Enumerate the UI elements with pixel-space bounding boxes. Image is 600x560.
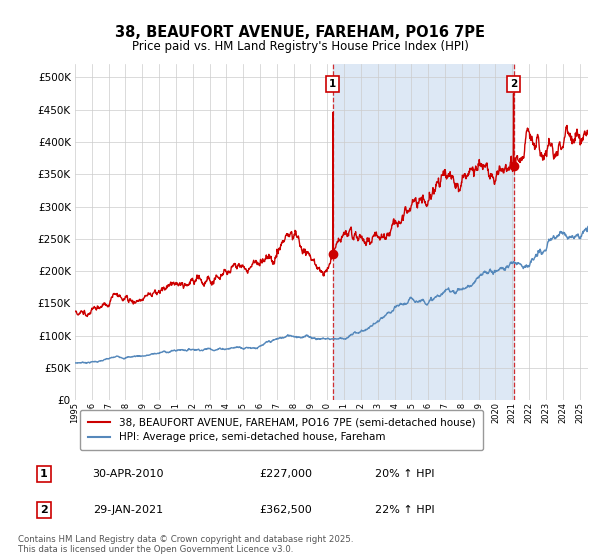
Text: Contains HM Land Registry data © Crown copyright and database right 2025.
This d: Contains HM Land Registry data © Crown c…	[18, 535, 353, 554]
Text: 2: 2	[510, 79, 517, 89]
Legend: 38, BEAUFORT AVENUE, FAREHAM, PO16 7PE (semi-detached house), HPI: Average price: 38, BEAUFORT AVENUE, FAREHAM, PO16 7PE (…	[80, 410, 482, 450]
Text: 20% ↑ HPI: 20% ↑ HPI	[375, 469, 434, 479]
Text: 38, BEAUFORT AVENUE, FAREHAM, PO16 7PE: 38, BEAUFORT AVENUE, FAREHAM, PO16 7PE	[115, 25, 485, 40]
Text: 1: 1	[329, 79, 337, 89]
Bar	[333, 64, 514, 400]
Text: 2: 2	[40, 505, 47, 515]
Text: 22% ↑ HPI: 22% ↑ HPI	[375, 505, 434, 515]
Text: 29-JAN-2021: 29-JAN-2021	[92, 505, 163, 515]
Text: £362,500: £362,500	[260, 505, 313, 515]
Text: £227,000: £227,000	[260, 469, 313, 479]
Text: Price paid vs. HM Land Registry's House Price Index (HPI): Price paid vs. HM Land Registry's House …	[131, 40, 469, 53]
Text: 30-APR-2010: 30-APR-2010	[92, 469, 164, 479]
Text: 1: 1	[40, 469, 47, 479]
